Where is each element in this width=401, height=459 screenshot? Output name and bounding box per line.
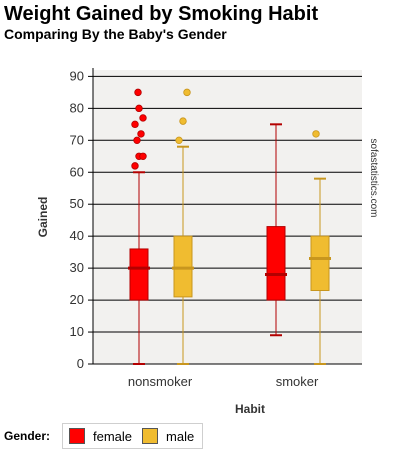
y-tick-label: 0 [77,356,84,371]
box-female-smoker [266,226,286,301]
legend-title: Gender: [4,429,51,443]
outlier-point [183,88,191,97]
outlier-point [312,130,320,138]
outlier-point [131,162,139,170]
x-tick-label: nonsmoker [128,374,193,389]
legend-label-female: female [93,428,133,444]
outlier-point [175,136,183,145]
legend-swatch-male [142,428,159,444]
outlier-point [131,120,139,129]
outlier-point [179,117,187,125]
legend: Gender: female male [4,423,204,449]
outlier-point [133,136,141,145]
y-tick-label: 20 [70,292,84,307]
legend-label-male: male [166,428,195,444]
y-tick-label: 80 [70,100,84,115]
legend-item-female[interactable]: female [69,428,132,444]
y-tick-label: 40 [70,228,84,243]
legend-item-male[interactable]: male [142,428,194,444]
outlier-point [137,130,145,138]
y-tick-label: 10 [70,324,84,339]
y-tick-label: 70 [70,132,84,147]
x-axis-title: Habit [235,402,265,416]
plot-area [93,70,362,364]
outlier-point [134,88,142,97]
legend-swatch-female [69,428,86,444]
y-tick-label: 50 [70,196,84,211]
outlier-point [139,152,147,160]
box-female-nonsmoker [129,248,149,301]
watermark: sofastatistics.com [368,139,379,218]
chart-title: Weight Gained by Smoking Habit [4,3,319,25]
outlier-point [135,104,143,113]
x-tick-label: smoker [276,374,319,389]
box-male-nonsmoker [173,235,193,298]
chart-subtitle: Comparing By the Baby's Gender [4,26,227,42]
y-tick-label: 30 [70,260,84,275]
y-tick-label: 60 [70,164,84,179]
y-tick-label: 90 [70,68,84,83]
legend-box: female male [62,423,204,449]
outlier-point [139,114,147,122]
box-plot-chart: 0 10 20 30 40 50 60 70 80 90 nonsmoker smoker Habit G… [36,68,379,416]
box-male-smoker [310,235,330,292]
y-axis-title: Gained [36,197,50,238]
